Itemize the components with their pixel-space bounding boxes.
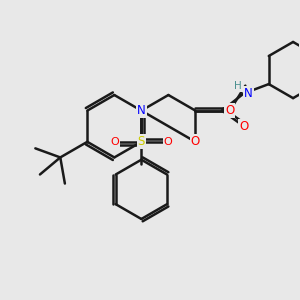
Text: O: O bbox=[164, 137, 172, 147]
Text: O: O bbox=[191, 135, 200, 148]
Text: H: H bbox=[234, 81, 242, 91]
Text: O: O bbox=[225, 104, 234, 117]
Text: O: O bbox=[239, 120, 248, 133]
Text: S: S bbox=[138, 135, 145, 148]
Text: O: O bbox=[110, 137, 119, 147]
Text: N: N bbox=[137, 104, 146, 117]
Text: N: N bbox=[244, 87, 253, 100]
